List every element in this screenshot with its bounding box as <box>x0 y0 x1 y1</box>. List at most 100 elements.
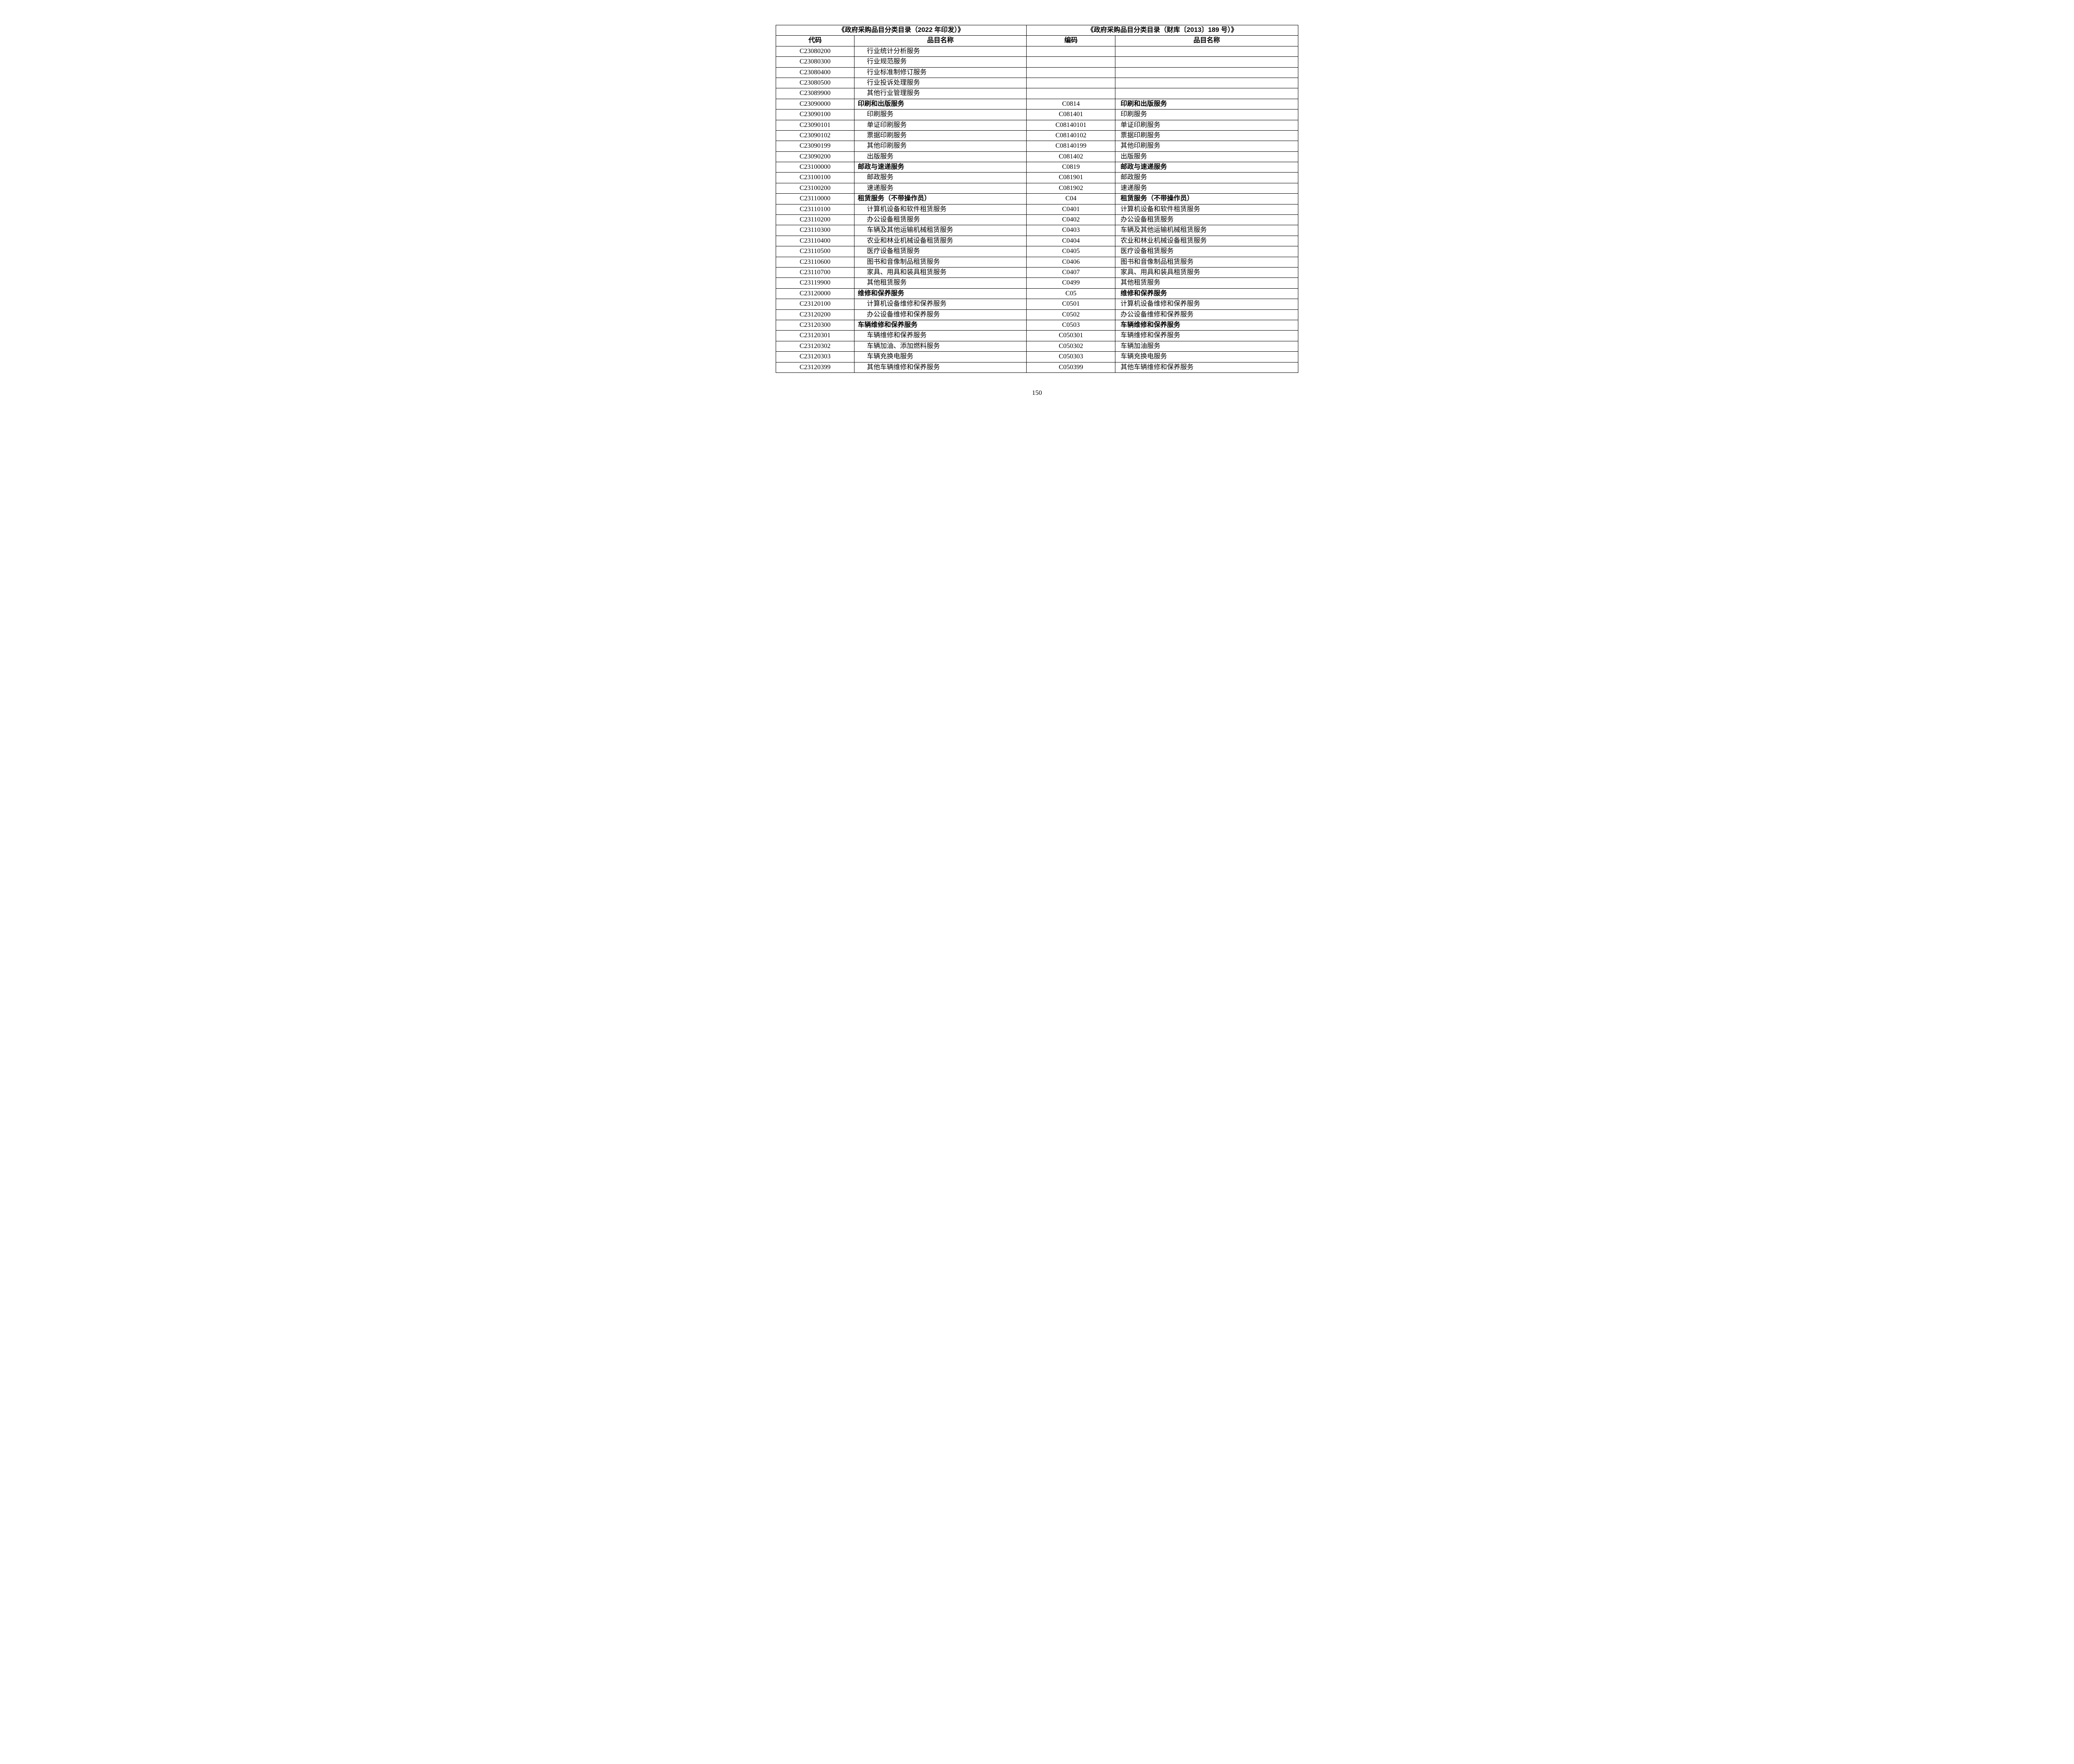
table-row: C23120100计算机设备维修和保养服务C0501计算机设备维修和保养服务 <box>776 299 1298 309</box>
cell-code2: C081901 <box>1027 173 1115 183</box>
cell-name2: 车辆充换电服务 <box>1115 352 1298 362</box>
page-number: 150 <box>776 389 1298 397</box>
cell-name2: 其他车辆维修和保养服务 <box>1115 362 1298 372</box>
table-row: C23100100邮政服务C081901邮政服务 <box>776 173 1298 183</box>
cell-code1: C23090100 <box>776 109 854 120</box>
cell-code1: C23110200 <box>776 215 854 225</box>
cell-name2: 邮政服务 <box>1115 173 1298 183</box>
table-row: C23120000维修和保养服务C05维修和保养服务 <box>776 288 1298 299</box>
cell-name1: 行业标准制修订服务 <box>854 67 1026 78</box>
cell-code1: C23110400 <box>776 236 854 246</box>
cell-name1: 车辆维修和保养服务 <box>854 331 1026 341</box>
cell-code2: C0404 <box>1027 236 1115 246</box>
table-row: C23120399其他车辆维修和保养服务C050399其他车辆维修和保养服务 <box>776 362 1298 372</box>
table-row: C23110400农业和林业机械设备租赁服务C0404农业和林业机械设备租赁服务 <box>776 236 1298 246</box>
table-row: C23080300行业规范服务 <box>776 57 1298 67</box>
cell-code2: C081902 <box>1027 183 1115 193</box>
cell-code1: C23110000 <box>776 194 854 204</box>
cell-code2: C05 <box>1027 288 1115 299</box>
cell-name1: 速递服务 <box>854 183 1026 193</box>
table-row: C23120302车辆加油、添加燃料服务C050302车辆加油服务 <box>776 341 1298 351</box>
cell-code2 <box>1027 57 1115 67</box>
header-row-columns: 代码 品目名称 编码 品目名称 <box>776 36 1298 46</box>
cell-name1: 车辆维修和保养服务 <box>854 320 1026 330</box>
cell-name1: 邮政与速递服务 <box>854 162 1026 173</box>
cell-code2: C081401 <box>1027 109 1115 120</box>
col-header-name2: 品目名称 <box>1115 36 1298 46</box>
cell-code1: C23120300 <box>776 320 854 330</box>
cell-code2: C0405 <box>1027 246 1115 257</box>
table-row: C23090000印刷和出版服务C0814印刷和出版服务 <box>776 99 1298 109</box>
table-row: C23110100计算机设备和软件租赁服务C0401计算机设备和软件租赁服务 <box>776 204 1298 214</box>
table-row: C23110500医疗设备租赁服务C0405医疗设备租赁服务 <box>776 246 1298 257</box>
cell-code2: C0502 <box>1027 309 1115 320</box>
cell-name2: 速递服务 <box>1115 183 1298 193</box>
table-row: C23090102票据印刷服务C08140102票据印刷服务 <box>776 130 1298 141</box>
cell-code1: C23120303 <box>776 352 854 362</box>
header-group-left: 《政府采购品目分类目录（2022 年印发）》 <box>776 25 1027 36</box>
cell-name1: 印刷和出版服务 <box>854 99 1026 109</box>
cell-code2: C0814 <box>1027 99 1115 109</box>
table-row: C23090200出版服务C081402出版服务 <box>776 151 1298 162</box>
header-row-groups: 《政府采购品目分类目录（2022 年印发）》 《政府采购品目分类目录（财库〔20… <box>776 25 1298 36</box>
cell-name1: 租赁服务（不带操作员） <box>854 194 1026 204</box>
cell-code1: C23110500 <box>776 246 854 257</box>
cell-name1: 出版服务 <box>854 151 1026 162</box>
cell-code1: C23110100 <box>776 204 854 214</box>
cell-name2: 租赁服务（不带操作员） <box>1115 194 1298 204</box>
cell-code1: C23120301 <box>776 331 854 341</box>
cell-name2: 办公设备租赁服务 <box>1115 215 1298 225</box>
cell-name2: 图书和音像制品租赁服务 <box>1115 257 1298 267</box>
table-row: C23089900其他行业管理服务 <box>776 88 1298 99</box>
cell-code1: C23120302 <box>776 341 854 351</box>
cell-code1: C23100200 <box>776 183 854 193</box>
cell-code1: C23120100 <box>776 299 854 309</box>
header-group-right: 《政府采购品目分类目录（财库〔2013〕189 号）》 <box>1027 25 1298 36</box>
cell-name2: 计算机设备维修和保养服务 <box>1115 299 1298 309</box>
cell-code1: C23110600 <box>776 257 854 267</box>
cell-code2: C0402 <box>1027 215 1115 225</box>
table-row: C23100200速递服务C081902速递服务 <box>776 183 1298 193</box>
cell-name1: 车辆加油、添加燃料服务 <box>854 341 1026 351</box>
cell-code1: C23080500 <box>776 78 854 88</box>
table-row: C23100000邮政与速递服务C0819邮政与速递服务 <box>776 162 1298 173</box>
cell-name2: 维修和保养服务 <box>1115 288 1298 299</box>
catalog-table: 《政府采购品目分类目录（2022 年印发）》 《政府采购品目分类目录（财库〔20… <box>776 25 1298 373</box>
cell-code1: C23090101 <box>776 120 854 130</box>
cell-code2: C0401 <box>1027 204 1115 214</box>
cell-code2 <box>1027 78 1115 88</box>
cell-code2: C0501 <box>1027 299 1115 309</box>
table-row: C23090101单证印刷服务C08140101单证印刷服务 <box>776 120 1298 130</box>
table-row: C23080400行业标准制修订服务 <box>776 67 1298 78</box>
cell-code2: C050303 <box>1027 352 1115 362</box>
cell-code2: C050399 <box>1027 362 1115 372</box>
cell-name1: 医疗设备租赁服务 <box>854 246 1026 257</box>
col-header-name1: 品目名称 <box>854 36 1026 46</box>
cell-code2: C0407 <box>1027 267 1115 277</box>
cell-name2 <box>1115 46 1298 56</box>
table-row: C23080500行业投诉处理服务 <box>776 78 1298 88</box>
table-row: C23110000租赁服务（不带操作员）C04租赁服务（不带操作员） <box>776 194 1298 204</box>
cell-name1: 办公设备维修和保养服务 <box>854 309 1026 320</box>
cell-name1: 行业投诉处理服务 <box>854 78 1026 88</box>
cell-code1: C23090102 <box>776 130 854 141</box>
cell-name1: 行业规范服务 <box>854 57 1026 67</box>
cell-name2: 其他印刷服务 <box>1115 141 1298 151</box>
cell-code2: C050302 <box>1027 341 1115 351</box>
cell-name1: 票据印刷服务 <box>854 130 1026 141</box>
cell-code1: C23089900 <box>776 88 854 99</box>
cell-code1: C23110300 <box>776 225 854 236</box>
cell-name2: 票据印刷服务 <box>1115 130 1298 141</box>
cell-name1: 单证印刷服务 <box>854 120 1026 130</box>
cell-code1: C23100100 <box>776 173 854 183</box>
cell-name1: 车辆及其他运输机械租赁服务 <box>854 225 1026 236</box>
cell-name1: 图书和音像制品租赁服务 <box>854 257 1026 267</box>
table-row: C23090199其他印刷服务C08140199其他印刷服务 <box>776 141 1298 151</box>
cell-name2: 出版服务 <box>1115 151 1298 162</box>
cell-name1: 其他车辆维修和保养服务 <box>854 362 1026 372</box>
cell-name2: 邮政与速递服务 <box>1115 162 1298 173</box>
cell-name2: 印刷和出版服务 <box>1115 99 1298 109</box>
table-row: C23090100印刷服务C081401印刷服务 <box>776 109 1298 120</box>
cell-name1: 计算机设备维修和保养服务 <box>854 299 1026 309</box>
cell-name2 <box>1115 88 1298 99</box>
